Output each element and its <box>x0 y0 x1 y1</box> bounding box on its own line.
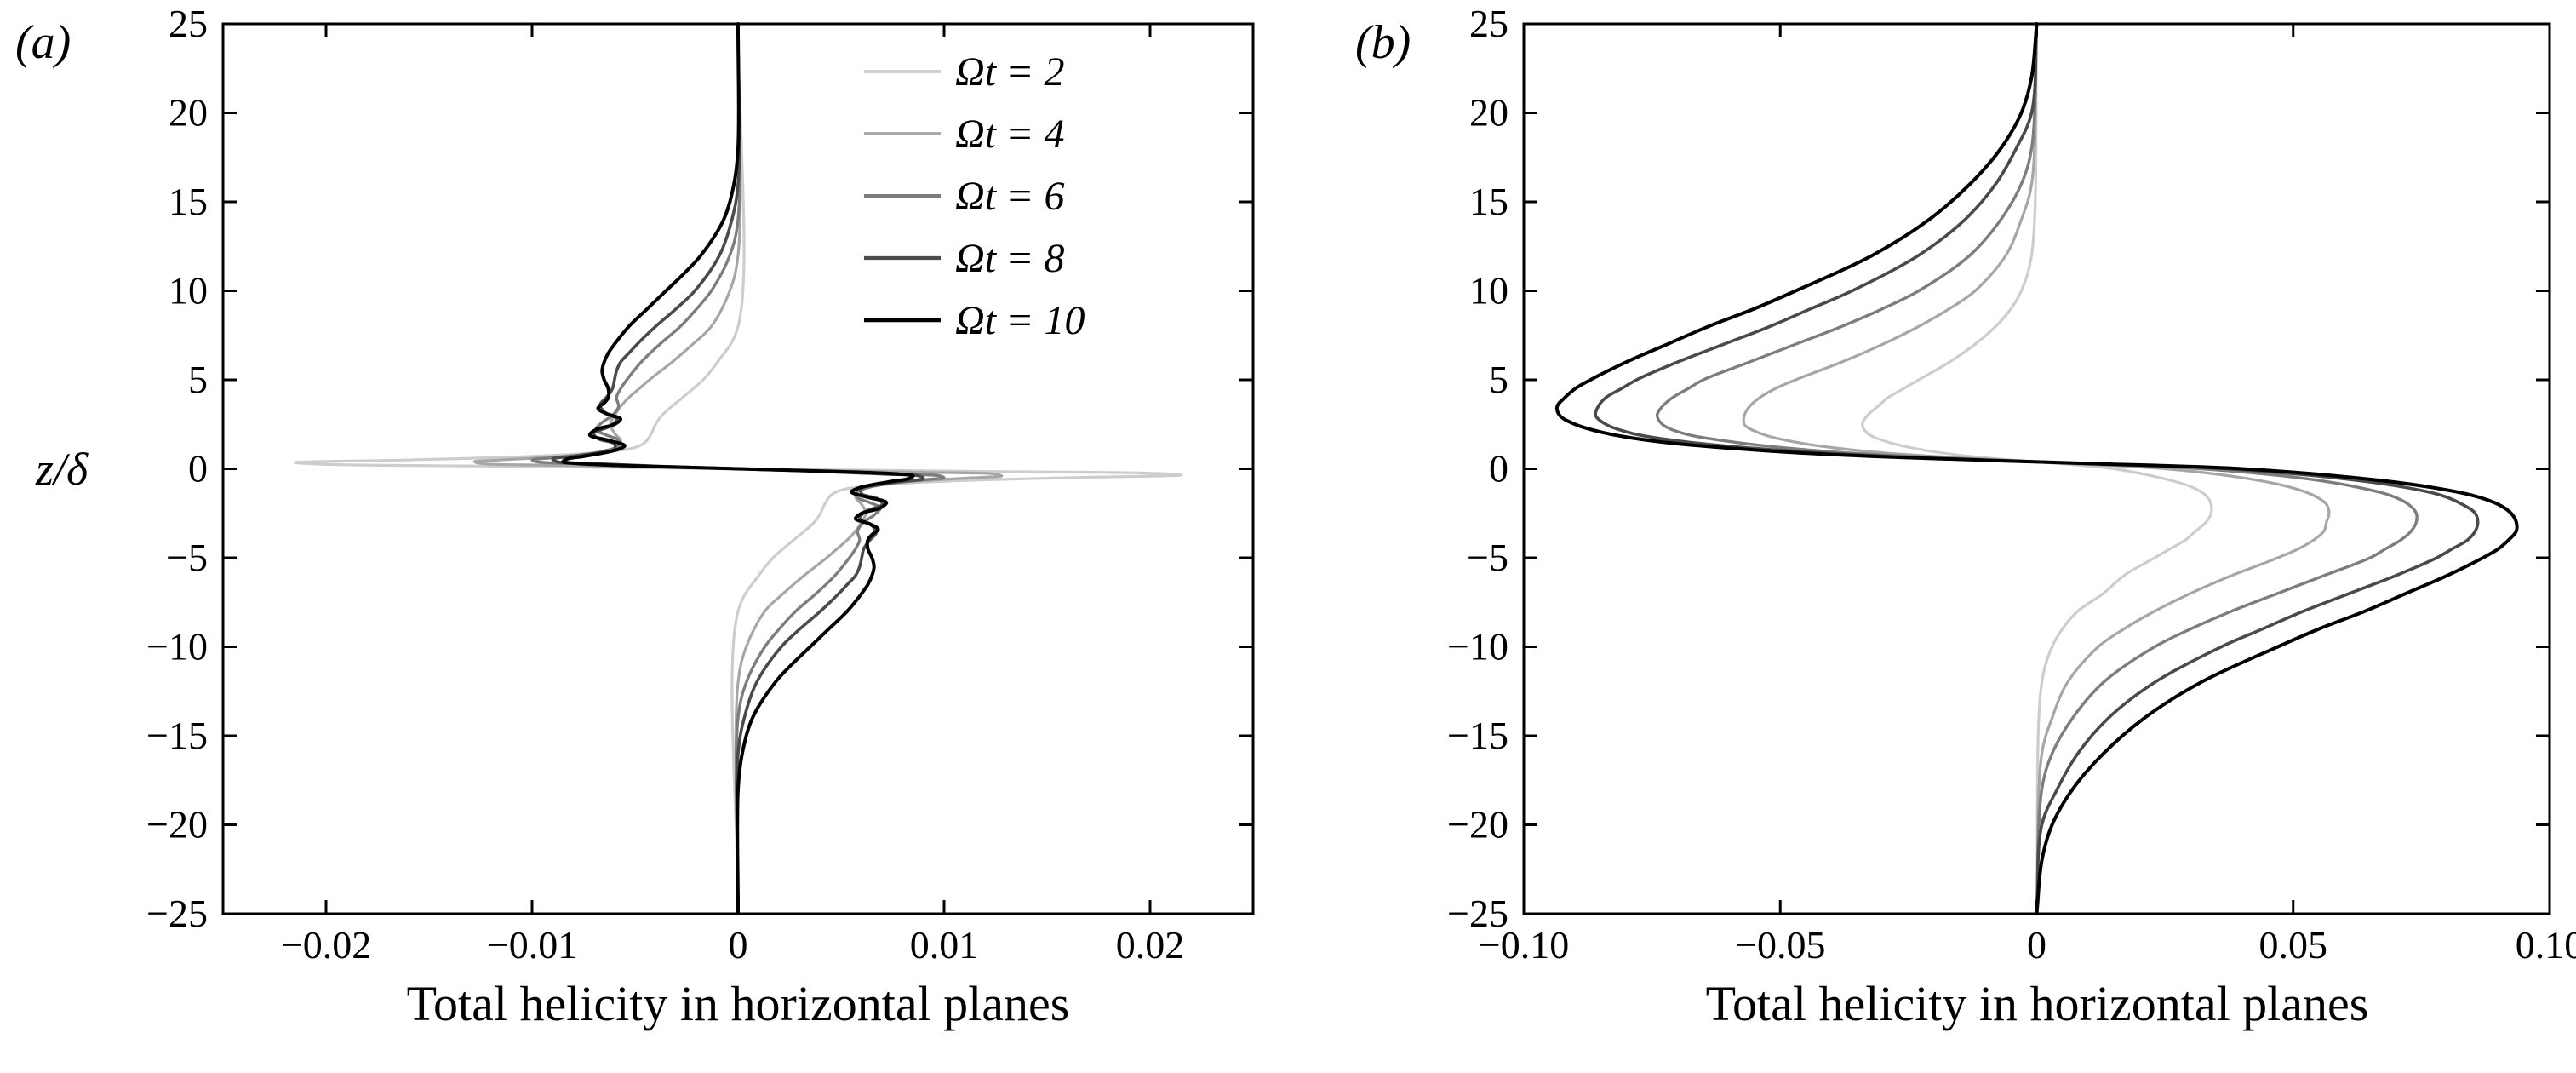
y-tick-label: 20 <box>169 91 208 135</box>
y-tick-label: 5 <box>188 358 208 401</box>
y-tick-label: −10 <box>1447 625 1508 668</box>
y-tick-label: 10 <box>1469 269 1508 313</box>
y-tick-label: −25 <box>146 892 208 935</box>
x-tick-label: 0.01 <box>910 923 979 967</box>
x-tick-label: −0.10 <box>1479 923 1569 967</box>
legend-label-omega-t-4: Ωt = 4 <box>955 112 1064 157</box>
y-tick-label: −5 <box>1467 536 1508 579</box>
panel-a-label: (a) <box>15 16 72 69</box>
panel-b-plot: −0.10 −0.05 0 0.05 0.10 25 20 15 10 5 0 −5 −10 −15 −20… <box>1447 2 2576 967</box>
x-tick-label: 0.02 <box>1116 923 1185 967</box>
x-tick-label: −0.01 <box>487 923 577 967</box>
legend-label-omega-t-6: Ωt = 6 <box>955 174 1064 219</box>
y-tick-label: −25 <box>1447 892 1508 935</box>
y-tick-label: 20 <box>1469 91 1508 135</box>
panel-a-plot: −0.02 −0.01 0 0.01 0.02 25 20 15 10 5 0 −5 −10 −15 −20… <box>146 2 1255 967</box>
y-tick-label: 15 <box>1469 180 1508 223</box>
x-tick-label: −0.05 <box>1735 923 1825 967</box>
y-tick-label: 5 <box>1489 358 1508 401</box>
y-tick-label: 0 <box>1489 447 1508 491</box>
x-axis-label-a: Total helicity in horizontal planes <box>406 976 1070 1031</box>
legend-label-omega-t-8: Ωt = 8 <box>955 236 1064 281</box>
legend-label-omega-t-2: Ωt = 2 <box>955 49 1064 95</box>
x-tick-label: 0 <box>729 923 748 967</box>
x-tick-label: 0.05 <box>2259 923 2328 967</box>
y-tick-label: −10 <box>146 625 208 668</box>
y-axis-label: z/δ <box>36 444 89 495</box>
y-tick-label: 15 <box>169 180 208 223</box>
y-tick-label: −15 <box>1447 714 1508 757</box>
y-tick-label: 10 <box>169 269 208 313</box>
x-tick-label: 0 <box>2027 923 2046 967</box>
legend-label-omega-t-10: Ωt = 10 <box>955 298 1085 343</box>
y-tick-label: −5 <box>166 536 208 579</box>
y-tick-label: 25 <box>169 2 208 45</box>
x-tick-label: 0.10 <box>2516 923 2576 967</box>
y-tick-label: 0 <box>188 447 208 491</box>
y-tick-label: −20 <box>1447 803 1508 846</box>
y-tick-label: 25 <box>1469 2 1508 45</box>
x-axis-label-b: Total helicity in horizontal planes <box>1705 976 2369 1031</box>
series-line-omega-t-10 <box>561 22 915 915</box>
x-tick-label: −0.02 <box>281 923 371 967</box>
y-tick-label: −15 <box>146 714 208 757</box>
y-tick-label: −20 <box>146 803 208 846</box>
panel-b-label: (b) <box>1355 16 1411 69</box>
series-line-omega-t-10 <box>1554 22 2519 915</box>
